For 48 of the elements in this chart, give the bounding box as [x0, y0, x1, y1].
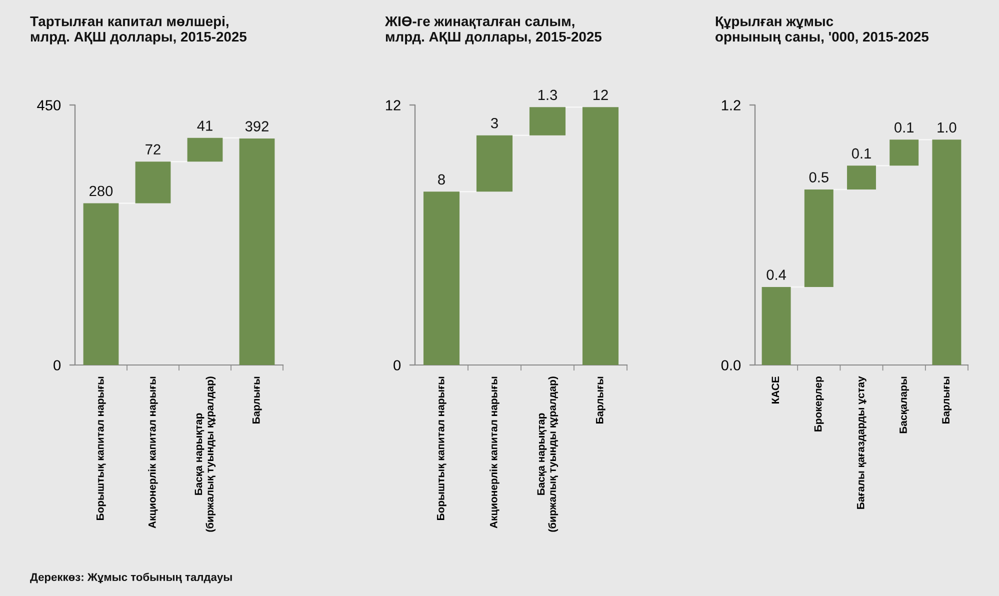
- data-label: 0.1: [852, 148, 871, 159]
- x-tick-label: КАСЕ: [772, 376, 780, 404]
- x-tick-label: Борыштық капитал нарығы: [96, 376, 106, 520]
- y-tick-label: 0.0: [721, 360, 741, 370]
- bar: [423, 192, 460, 365]
- x-tick-label: Барлығы: [596, 376, 606, 424]
- x-tick-label: Барлығы: [942, 376, 952, 424]
- data-label: 1.3: [538, 90, 557, 100]
- data-label: 41: [197, 120, 212, 131]
- data-label: 12: [594, 90, 608, 100]
- x-tick-label: Басқа нарықтар (биржалық туынды құралдар): [194, 376, 216, 532]
- x-tick-label: Басқалары: [900, 376, 909, 434]
- bar: [890, 140, 919, 166]
- bar: [187, 138, 223, 162]
- y-tick-label: 450: [37, 100, 61, 110]
- bar: [135, 162, 171, 204]
- y-tick-label: 1.2: [722, 100, 740, 110]
- data-label: 280: [90, 186, 113, 196]
- data-label: 392: [245, 121, 268, 132]
- data-label: 0.5: [809, 172, 828, 182]
- bar: [762, 287, 791, 365]
- x-tick-label: Брокерлер: [814, 376, 824, 432]
- bar: [83, 203, 119, 365]
- bar: [239, 138, 275, 365]
- x-tick-label: Борыштық капитал нарығы: [437, 376, 446, 520]
- x-tick-label: Басқа нарықтар (биржалық туынды құралдар): [537, 376, 558, 532]
- bar: [529, 107, 566, 136]
- x-tick-label: Акционерлік капитал нарығы: [148, 376, 158, 528]
- data-label: 1.0: [938, 122, 956, 133]
- bar: [582, 107, 619, 365]
- y-tick-label: 0: [54, 360, 61, 370]
- x-tick-label: Бағалы қағаздарды ұстау: [857, 376, 866, 509]
- bar: [932, 140, 962, 365]
- bar: [476, 135, 513, 192]
- bar: [804, 190, 834, 287]
- x-tick-label: Барлығы: [252, 376, 262, 424]
- chart-title: ЖІӨ-ге жинақталған салым, млрд. АҚШ доллары, 2015-2025: [384, 16, 602, 44]
- data-label: 3: [491, 118, 498, 128]
- data-label: 0.1: [894, 122, 914, 133]
- text: Дереккөз: Жұмыс тобының талдауы: [30, 572, 232, 584]
- data-label: 0.4: [766, 270, 786, 280]
- chart-title: Тартылған капитал мөлшері, млрд. АҚШ доллары, 2015-2025: [30, 16, 247, 44]
- x-tick-label: Акционерлік капитал нарығы: [490, 376, 500, 528]
- data-label: 72: [146, 144, 160, 154]
- chart-title: Құрылған жұмыс орнының саны, '000, 2015-2025: [716, 16, 929, 44]
- bar: [847, 166, 876, 190]
- y-tick-label: 0: [394, 360, 401, 370]
- data-label: 8: [438, 174, 445, 185]
